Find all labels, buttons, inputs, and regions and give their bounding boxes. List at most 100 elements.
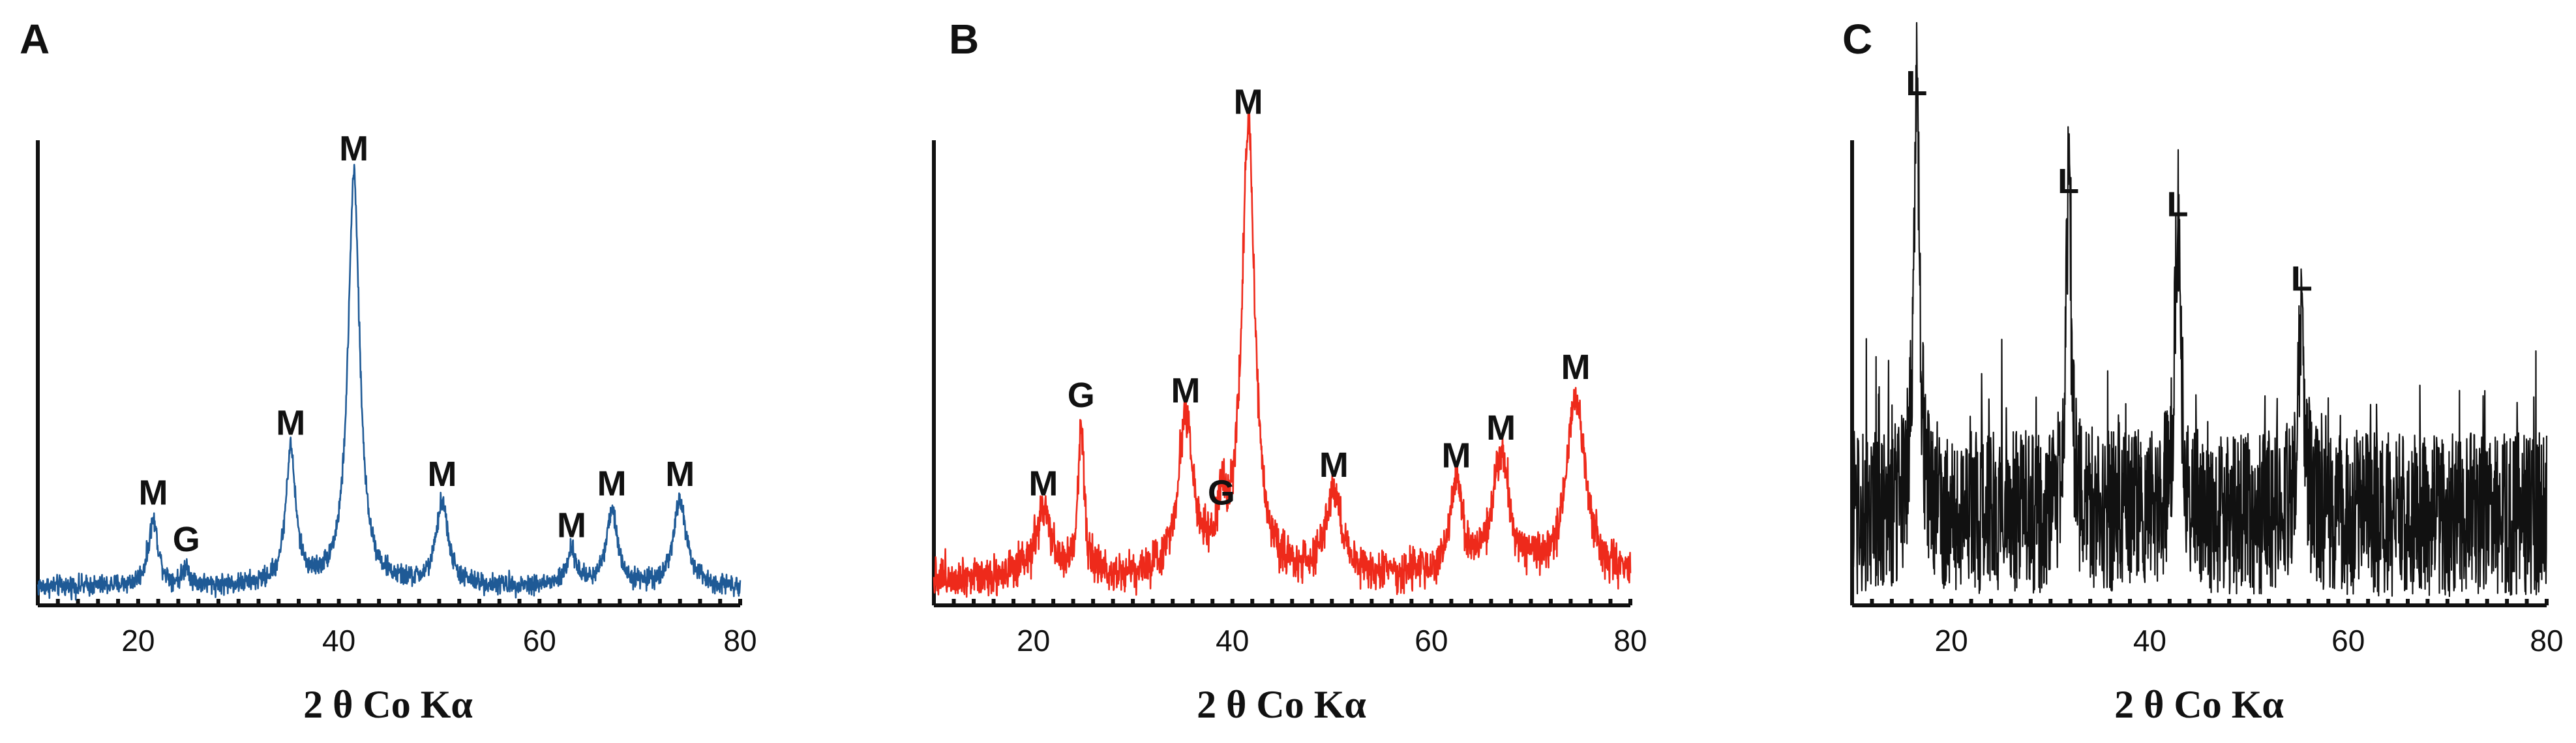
x-minor-tick [96, 599, 100, 605]
x-minor-tick [1568, 599, 1573, 605]
x-minor-tick [1071, 599, 1075, 605]
peak-label-m: M [1561, 348, 1591, 387]
panel-letter: A [20, 16, 50, 63]
x-minor-tick [1011, 599, 1016, 605]
x-minor-tick [457, 599, 462, 605]
x-minor-tick [196, 599, 201, 605]
peak-label-m: M [1234, 83, 1263, 122]
x-minor-tick [2524, 599, 2529, 605]
x-minor-tick [517, 599, 522, 605]
x-minor-tick [2545, 599, 2549, 605]
x-minor-tick [951, 599, 956, 605]
x-minor-tick [972, 599, 976, 605]
x-minor-tick [2286, 599, 2291, 605]
x-minor-tick [2485, 599, 2489, 605]
x-minor-tick [1370, 599, 1374, 605]
peak-label-m: M [138, 474, 168, 513]
x-minor-tick [2505, 599, 2509, 605]
peak-label-l: L [2291, 260, 2313, 299]
peak-label-g: G [1068, 376, 1095, 415]
x-minor-tick [55, 599, 60, 605]
x-minor-tick [1270, 599, 1274, 605]
x-minor-tick [2386, 599, 2390, 605]
x-minor-tick [2267, 599, 2271, 605]
peak-label-l: L [2167, 185, 2189, 224]
x-tick-label: 60 [523, 624, 556, 658]
x-minor-tick [397, 599, 401, 605]
x-minor-tick [2048, 599, 2053, 605]
peak-label-m: M [339, 129, 368, 168]
x-minor-tick [1091, 599, 1096, 605]
peak-label-m: M [597, 464, 627, 503]
x-minor-tick [2406, 599, 2410, 605]
series-line [1851, 22, 2548, 598]
x-minor-tick [2148, 599, 2152, 605]
x-minor-tick [1469, 599, 1473, 605]
series-line [37, 164, 741, 601]
x-minor-tick [2068, 599, 2073, 605]
x-tick-label: 40 [1216, 624, 1249, 658]
peak-label-m: M [428, 455, 457, 494]
x-minor-tick [337, 599, 341, 605]
x-minor-tick [1131, 599, 1135, 605]
x-minor-tick [1989, 599, 1993, 605]
x-minor-tick [1310, 599, 1314, 605]
x-tick-label: 80 [1613, 624, 1647, 658]
panel-c: C 20 40 60 80 2 θ Co Kα L L L L [1842, 16, 2564, 726]
x-minor-tick [718, 599, 723, 605]
x-minor-tick [1949, 599, 1954, 605]
peak-label-m: M [665, 455, 695, 494]
x-minor-tick [277, 599, 281, 605]
x-tick-label: 20 [1935, 624, 1968, 658]
x-minor-tick [577, 599, 582, 605]
x-minor-tick [377, 599, 382, 605]
x-minor-tick [597, 599, 602, 605]
x-minor-tick [1031, 599, 1036, 605]
x-minor-tick [1870, 599, 1874, 605]
x-tick-label: 80 [723, 624, 756, 658]
x-minor-tick [1969, 599, 1973, 605]
x-minor-tick [1171, 599, 1175, 605]
x-minor-tick [657, 599, 662, 605]
peak-label-g: G [1208, 474, 1235, 513]
x-minor-tick [1608, 599, 1613, 605]
x-minor-tick [2247, 599, 2251, 605]
x-minor-tick [1588, 599, 1593, 605]
x-minor-tick [497, 599, 502, 605]
peak-label-m: M [1442, 436, 1471, 476]
x-minor-tick [2346, 599, 2350, 605]
x-minor-tick [1111, 599, 1115, 605]
peak-label-m: M [1171, 371, 1201, 410]
x-minor-tick [216, 599, 220, 605]
x-axis-label: 2 θ Co Kα [1197, 683, 1366, 726]
x-minor-tick [417, 599, 421, 605]
x-tick-label: 20 [121, 624, 155, 658]
x-minor-tick [316, 599, 321, 605]
x-minor-tick [2465, 599, 2470, 605]
x-minor-tick [2128, 599, 2132, 605]
x-minor-tick [1508, 599, 1513, 605]
x-minor-tick [477, 599, 481, 605]
x-minor-tick [698, 599, 702, 605]
x-minor-tick [1449, 599, 1454, 605]
x-minor-tick [2009, 599, 2013, 605]
panel-letter: B [949, 16, 979, 63]
x-minor-tick [618, 599, 622, 605]
x-minor-tick [638, 599, 642, 605]
x-minor-tick [1290, 599, 1295, 605]
x-minor-tick [1051, 599, 1056, 605]
panel-letter: C [1842, 16, 1872, 63]
x-minor-tick [2306, 599, 2311, 605]
x-minor-tick [1409, 599, 1414, 605]
x-minor-tick [437, 599, 442, 605]
x-tick-label: 20 [1017, 624, 1050, 658]
x-minor-tick [1628, 599, 1632, 605]
x-minor-tick [558, 599, 562, 605]
x-minor-tick [1548, 599, 1553, 605]
x-minor-tick [1330, 599, 1334, 605]
x-minor-tick [357, 599, 361, 605]
x-minor-tick [537, 599, 542, 605]
